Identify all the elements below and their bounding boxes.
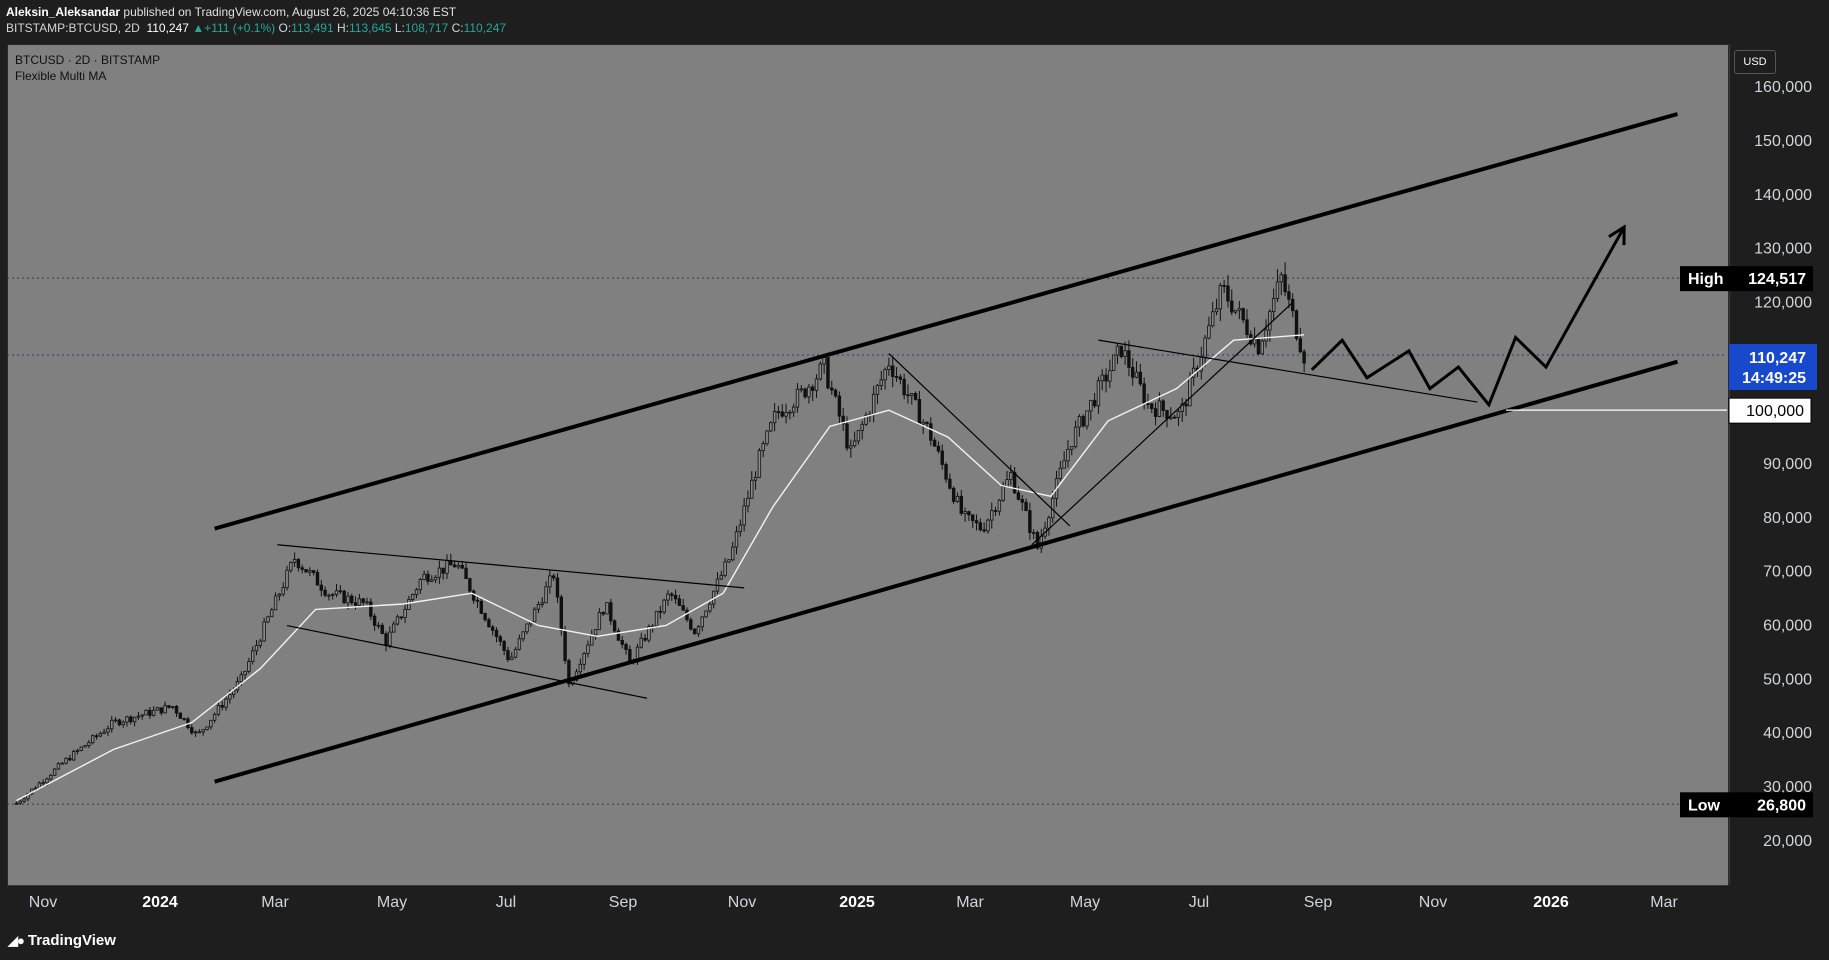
high-value: 113,645 [349, 21, 392, 35]
change-arrow-icon: ▲ [192, 21, 205, 35]
price-change: +111 (+0.1%) [204, 21, 276, 35]
last-price: 110,247 [146, 21, 189, 35]
currency-button[interactable]: USD [1734, 50, 1776, 74]
close-label: C: [451, 21, 464, 35]
legend-symbol[interactable]: BTCUSD · 2D · BITSTAMP [15, 53, 161, 67]
publication-line: Aleksin_Aleksandar published on TradingV… [6, 5, 456, 19]
close-value: 110,247 [463, 21, 507, 35]
time-axis[interactable] [7, 885, 1727, 922]
tradingview-logo[interactable]: ◢● TradingView [8, 932, 116, 949]
quote-line: BITSTAMP:BTCUSD, 2D 110,247 ▲+111 (+0.1%… [6, 21, 506, 35]
publication-info: published on TradingView.com, August 26,… [120, 5, 457, 19]
author-name[interactable]: Aleksin_Aleksandar [6, 5, 121, 19]
footer-bar: ◢● TradingView [0, 924, 1829, 960]
chart-legend: BTCUSD · 2D · BITSTAMP Flexible Multi MA [15, 52, 160, 84]
open-value: 113,491 [291, 21, 334, 35]
price-axis[interactable] [1729, 44, 1823, 884]
chart-pane[interactable] [7, 44, 1729, 886]
low-label: L: [394, 21, 405, 35]
header-bar: Aleksin_Aleksandar published on TradingV… [0, 0, 1829, 40]
high-label: H: [337, 21, 349, 35]
open-label: O: [278, 21, 292, 35]
low-value: 108,717 [404, 21, 449, 35]
tradingview-logo-icon: ◢● [8, 933, 25, 948]
logo-text: TradingView [27, 932, 116, 949]
legend-indicator[interactable]: Flexible Multi MA [15, 69, 107, 83]
symbol-label: BITSTAMP:BTCUSD, 2D [6, 21, 140, 35]
